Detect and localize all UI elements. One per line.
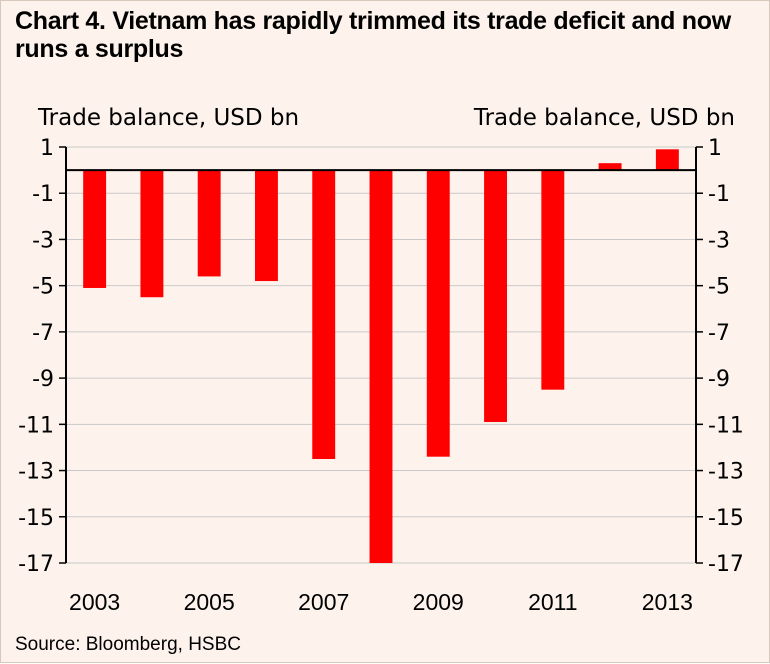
x-tick-label-2009: 2009 bbox=[413, 589, 464, 615]
right-y-tick-label: -17 bbox=[708, 552, 744, 577]
x-tick-label-2003: 2003 bbox=[69, 589, 120, 615]
right-y-tick-label: -9 bbox=[708, 367, 730, 392]
left-y-tick-label: -1 bbox=[32, 182, 54, 207]
bar-2003 bbox=[83, 170, 107, 288]
left-y-tick-label: -17 bbox=[18, 552, 54, 577]
left-y-tick-label: -9 bbox=[32, 367, 54, 392]
left-y-tick-label: -7 bbox=[32, 321, 54, 346]
bar-2009 bbox=[426, 170, 450, 457]
right-y-tick-label: -3 bbox=[708, 228, 730, 253]
bar-2004 bbox=[140, 170, 164, 298]
bars bbox=[83, 149, 679, 563]
right-y-tick-label: -15 bbox=[708, 506, 744, 531]
axes bbox=[59, 146, 703, 564]
right-y-tick-label: -11 bbox=[708, 413, 744, 438]
bar-2011 bbox=[541, 170, 565, 390]
bar-2012 bbox=[598, 163, 622, 171]
bar-2013 bbox=[655, 149, 679, 171]
x-tick-label-2007: 2007 bbox=[298, 589, 349, 615]
bar-2005 bbox=[197, 170, 221, 277]
source-note: Source: Bloomberg, HSBC bbox=[15, 634, 241, 655]
right-y-tick-label: -1 bbox=[708, 182, 730, 207]
x-tick-label-2005: 2005 bbox=[184, 589, 235, 615]
left-y-tick-label: 1 bbox=[40, 136, 54, 161]
left-y-tick-label: -11 bbox=[18, 413, 54, 438]
right-y-tick-label: -5 bbox=[708, 275, 730, 300]
tick-labels: 1 1 -1 -1 -3 -3 -5 -5 -7 -7 -9 -9 -11 -11 -13 -13 -15 -15… bbox=[18, 136, 744, 615]
x-tick-label-2013: 2013 bbox=[642, 589, 693, 615]
right-y-tick-label: -7 bbox=[708, 321, 730, 346]
chart-title: Chart 4. Vietnam has rapidly trimmed its… bbox=[15, 7, 731, 63]
bar-2010 bbox=[484, 170, 507, 423]
left-y-tick-label: -3 bbox=[32, 228, 54, 253]
right-axis-title: Trade balance, USD bn bbox=[473, 105, 735, 131]
right-y-tick-label: -13 bbox=[708, 460, 744, 485]
left-axis-title: Trade balance, USD bn bbox=[38, 105, 300, 131]
left-y-tick-label: -15 bbox=[18, 506, 54, 531]
bar-2008 bbox=[369, 170, 393, 563]
right-y-tick-label: 1 bbox=[708, 136, 722, 161]
bar-2007 bbox=[312, 170, 336, 459]
left-y-tick-label: -5 bbox=[32, 275, 54, 300]
bar-2006 bbox=[255, 170, 278, 282]
left-y-tick-label: -13 bbox=[18, 460, 54, 485]
x-tick-label-2011: 2011 bbox=[528, 589, 577, 615]
